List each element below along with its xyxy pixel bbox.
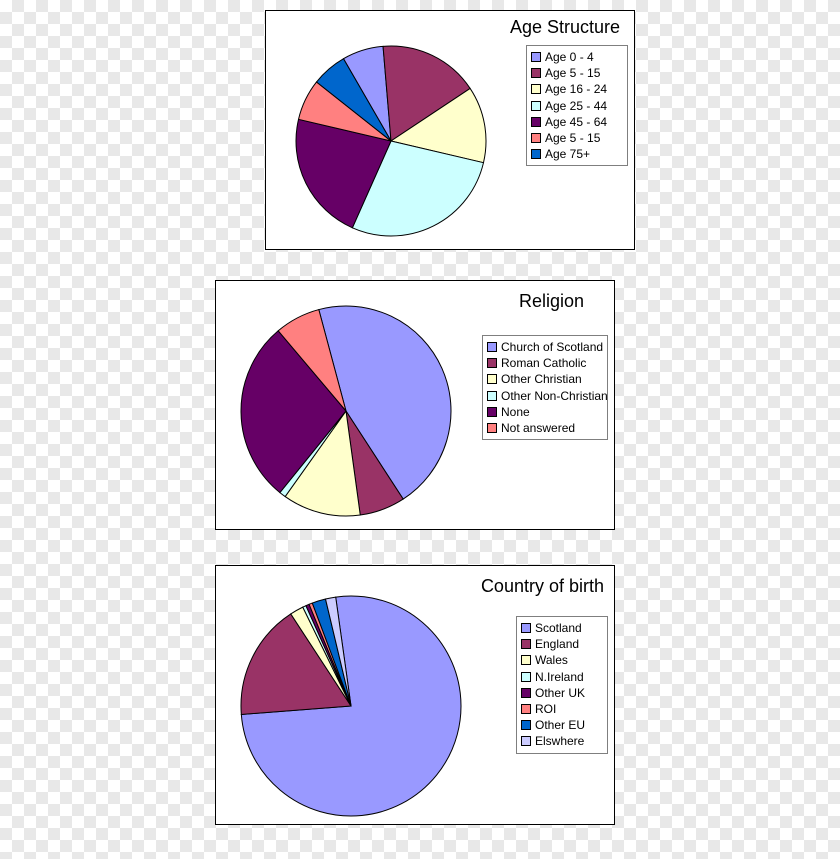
legend-row-age-4: Age 45 - 64 [531, 114, 623, 130]
legend-swatch-age-2 [531, 84, 541, 94]
legend-swatch-age-4 [531, 117, 541, 127]
legend-row-religion-1: Roman Catholic [487, 355, 603, 371]
legend-swatch-country-6 [521, 720, 531, 730]
legend-row-age-5: Age 5 - 15 [531, 130, 623, 146]
legend-row-religion-2: Other Christian [487, 371, 603, 387]
legend-swatch-country-7 [521, 736, 531, 746]
pie-country [239, 594, 463, 818]
legend-swatch-age-6 [531, 149, 541, 159]
legend-row-country-5: ROI [521, 701, 603, 717]
legend-swatch-age-1 [531, 68, 541, 78]
legend-row-age-1: Age 5 - 15 [531, 65, 623, 81]
legend-row-country-4: Other UK [521, 685, 603, 701]
legend-row-country-3: N.Ireland [521, 669, 603, 685]
legend-row-religion-4: None [487, 404, 603, 420]
legend-row-country-0: Scotland [521, 620, 603, 636]
legend-label-age-6: Age 75+ [545, 146, 590, 162]
legend-swatch-religion-2 [487, 374, 497, 384]
legend-label-religion-0: Church of Scotland [501, 339, 603, 355]
legend-swatch-age-5 [531, 133, 541, 143]
legend-label-country-1: England [535, 636, 579, 652]
legend-swatch-religion-1 [487, 358, 497, 368]
panel-religion: Religion Church of ScotlandRoman Catholi… [215, 280, 615, 530]
legend-swatch-country-0 [521, 623, 531, 633]
legend-label-age-5: Age 5 - 15 [545, 130, 600, 146]
legend-row-age-3: Age 25 - 44 [531, 98, 623, 114]
legend-label-religion-3: Other Non-Christian [501, 388, 608, 404]
legend-country: ScotlandEnglandWalesN.IrelandOther UKROI… [516, 616, 608, 754]
legend-row-country-7: Elswhere [521, 733, 603, 749]
legend-label-age-3: Age 25 - 44 [545, 98, 607, 114]
legend-label-country-5: ROI [535, 701, 556, 717]
legend-label-age-4: Age 45 - 64 [545, 114, 607, 130]
legend-swatch-country-2 [521, 655, 531, 665]
legend-swatch-age-3 [531, 101, 541, 111]
legend-row-age-0: Age 0 - 4 [531, 49, 623, 65]
legend-label-country-2: Wales [535, 652, 568, 668]
panel-country: Country of birth ScotlandEnglandWalesN.I… [215, 565, 615, 825]
legend-row-age-6: Age 75+ [531, 146, 623, 162]
legend-swatch-religion-5 [487, 423, 497, 433]
legend-row-country-1: England [521, 636, 603, 652]
legend-label-country-4: Other UK [535, 685, 585, 701]
pie-religion [239, 304, 453, 518]
legend-row-religion-5: Not answered [487, 420, 603, 436]
title-country: Country of birth [481, 576, 604, 597]
legend-label-religion-1: Roman Catholic [501, 355, 586, 371]
legend-row-religion-3: Other Non-Christian [487, 388, 603, 404]
legend-label-age-0: Age 0 - 4 [545, 49, 594, 65]
legend-label-country-7: Elswhere [535, 733, 584, 749]
legend-label-age-2: Age 16 - 24 [545, 81, 607, 97]
panel-age: Age Structure Age 0 - 4Age 5 - 15Age 16 … [265, 10, 635, 250]
legend-label-religion-2: Other Christian [501, 371, 582, 387]
legend-religion: Church of ScotlandRoman CatholicOther Ch… [482, 335, 608, 440]
legend-label-country-3: N.Ireland [535, 669, 584, 685]
legend-swatch-age-0 [531, 52, 541, 62]
legend-row-age-2: Age 16 - 24 [531, 81, 623, 97]
legend-label-religion-4: None [501, 404, 530, 420]
legend-swatch-country-1 [521, 639, 531, 649]
title-age: Age Structure [510, 17, 620, 38]
legend-age: Age 0 - 4Age 5 - 15Age 16 - 24Age 25 - 4… [526, 45, 628, 166]
legend-label-religion-5: Not answered [501, 420, 575, 436]
legend-label-country-0: Scotland [535, 620, 582, 636]
legend-row-country-6: Other EU [521, 717, 603, 733]
legend-label-age-1: Age 5 - 15 [545, 65, 600, 81]
legend-swatch-country-3 [521, 672, 531, 682]
title-religion: Religion [519, 291, 584, 312]
legend-row-country-2: Wales [521, 652, 603, 668]
legend-swatch-country-4 [521, 688, 531, 698]
legend-swatch-religion-3 [487, 391, 497, 401]
legend-swatch-country-5 [521, 704, 531, 714]
legend-label-country-6: Other EU [535, 717, 585, 733]
legend-swatch-religion-0 [487, 342, 497, 352]
legend-swatch-religion-4 [487, 407, 497, 417]
pie-age [294, 44, 488, 238]
legend-row-religion-0: Church of Scotland [487, 339, 603, 355]
